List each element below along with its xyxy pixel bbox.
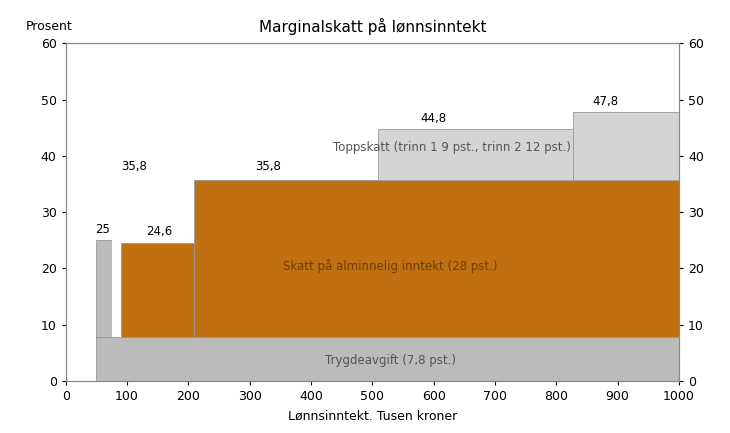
Text: 44,8: 44,8 — [420, 112, 447, 125]
Text: Toppskatt (trinn 1 9 pst., trinn 2 12 pst.): Toppskatt (trinn 1 9 pst., trinn 2 12 ps… — [333, 141, 571, 154]
Bar — [96, 240, 112, 337]
Title: Marginalskatt på lønnsinntekt: Marginalskatt på lønnsinntekt — [258, 18, 486, 35]
Bar — [121, 242, 194, 337]
Text: 24,6: 24,6 — [146, 225, 172, 238]
Text: Skatt på alminnelig inntekt (28 pst.): Skatt på alminnelig inntekt (28 pst.) — [283, 259, 498, 273]
Bar — [574, 112, 679, 180]
Text: 47,8: 47,8 — [592, 95, 618, 108]
Bar — [96, 337, 679, 381]
X-axis label: Lønnsinntekt. Tusen kroner: Lønnsinntekt. Tusen kroner — [288, 410, 457, 423]
Bar — [378, 129, 574, 180]
Text: 35,8: 35,8 — [255, 160, 281, 173]
Text: Prosent: Prosent — [26, 20, 72, 33]
Text: Trygdeavgift (7,8 pst.): Trygdeavgift (7,8 pst.) — [325, 354, 456, 367]
Text: 25: 25 — [95, 223, 110, 236]
Bar — [112, 240, 121, 337]
Bar — [194, 180, 679, 337]
Text: 35,8: 35,8 — [121, 160, 147, 173]
